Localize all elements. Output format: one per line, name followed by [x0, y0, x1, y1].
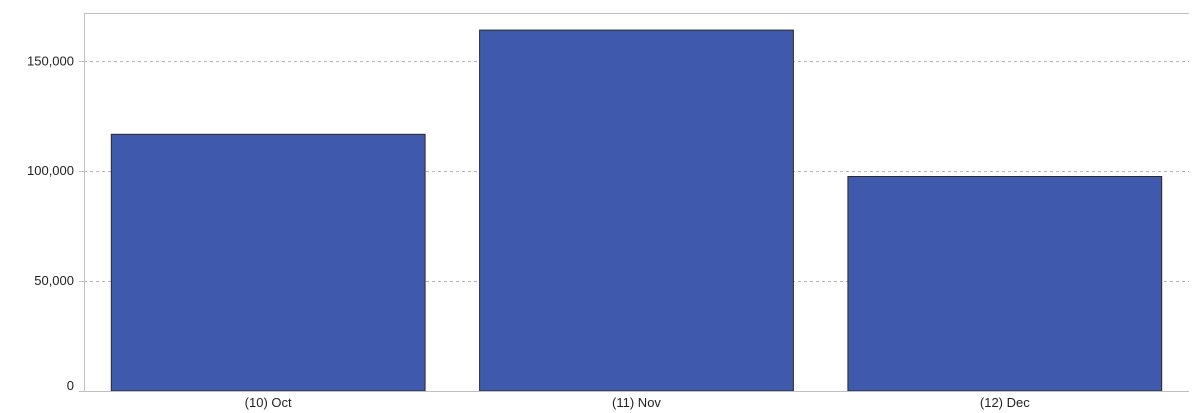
bars: [110, 29, 1163, 392]
bar: [847, 176, 1163, 392]
x-tick-label: (11) Nov: [612, 395, 661, 410]
bar: [479, 29, 794, 392]
x-tick-label: (12) Dec: [980, 395, 1030, 410]
x-tick-labels: (10) Oct (11) Nov (12) Dec: [245, 395, 1031, 410]
y-tick-labels: 0 50,000 100,000 150,000: [27, 53, 74, 393]
axes: [79, 13, 1189, 392]
y-tick-label: 150,000: [27, 53, 74, 68]
y-tick-label: 0: [67, 378, 74, 393]
x-tick-label: (10) Oct: [245, 395, 292, 410]
bar: [110, 133, 426, 392]
y-tick-label: 50,000: [34, 273, 74, 288]
y-tick-label: 100,000: [27, 163, 74, 178]
